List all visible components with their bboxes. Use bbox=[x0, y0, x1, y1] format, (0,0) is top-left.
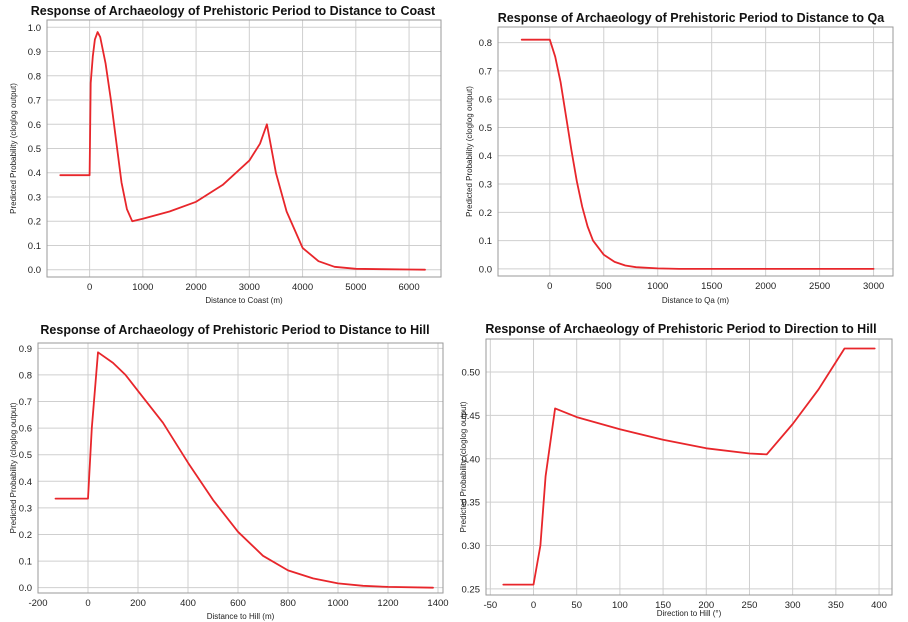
x-tick-label: 100 bbox=[612, 600, 628, 611]
plot-area-frame bbox=[485, 338, 893, 596]
x-tick-label: 400 bbox=[871, 600, 887, 611]
y-tick-label: 0.5 bbox=[19, 450, 32, 461]
y-tick-label: 0.30 bbox=[462, 541, 481, 552]
y-axis-label: Predicted Probability (cloglog output) bbox=[9, 402, 18, 533]
y-tick-label: 0.25 bbox=[462, 584, 481, 595]
x-tick-label: 400 bbox=[180, 598, 196, 609]
x-tick-label: 500 bbox=[596, 281, 612, 292]
y-tick-label: 0.0 bbox=[28, 265, 41, 276]
x-tick-label: 1200 bbox=[377, 598, 398, 609]
y-tick-label: 0.8 bbox=[479, 38, 492, 49]
x-tick-label: 1000 bbox=[327, 598, 348, 609]
y-tick-label: 0.40 bbox=[462, 454, 481, 465]
chart-title: Response of Archaeology of Prehistoric P… bbox=[498, 11, 885, 25]
y-tick-label: 0.7 bbox=[479, 66, 492, 77]
x-tick-label: 0 bbox=[87, 282, 92, 293]
x-tick-label: 0 bbox=[547, 281, 552, 292]
x-tick-label: 300 bbox=[785, 600, 801, 611]
x-tick-label: 3000 bbox=[863, 281, 884, 292]
x-tick-label: 4000 bbox=[292, 282, 313, 293]
plot-area-frame bbox=[46, 19, 442, 278]
x-axis-label: Distance to Coast (m) bbox=[205, 296, 283, 305]
y-tick-label: 0.2 bbox=[28, 217, 41, 228]
x-tick-label: 2000 bbox=[186, 282, 207, 293]
y-tick-label: 0.0 bbox=[19, 583, 32, 594]
series-line-1 bbox=[520, 38, 875, 270]
x-tick-label: 200 bbox=[130, 598, 146, 609]
chart-title: Response of Archaeology of Prehistoric P… bbox=[31, 4, 436, 18]
x-tick-label: 350 bbox=[828, 600, 844, 611]
x-axis-label: Direction to Hill (°) bbox=[657, 609, 722, 618]
x-tick-label: 2500 bbox=[809, 281, 830, 292]
x-tick-label: 250 bbox=[742, 600, 758, 611]
x-tick-label: 1500 bbox=[701, 281, 722, 292]
series-line-1 bbox=[502, 347, 876, 586]
y-tick-label: 0.4 bbox=[28, 168, 41, 179]
y-axis-label: Predicted Probability (cloglog output) bbox=[465, 86, 474, 217]
y-tick-label: 0.5 bbox=[479, 123, 492, 134]
x-tick-label: 600 bbox=[230, 598, 246, 609]
y-tick-label: 0.9 bbox=[28, 47, 41, 58]
x-tick-label: -50 bbox=[483, 600, 497, 611]
y-tick-label: 0.1 bbox=[19, 557, 32, 568]
y-tick-label: 0.3 bbox=[19, 503, 32, 514]
x-tick-label: 50 bbox=[571, 600, 582, 611]
chart-panel-3: -200 0 200 400 600 800 1000 1200 1400 0.0 0.1 0.2 0.… bbox=[9, 323, 449, 621]
y-tick-label: 0.35 bbox=[462, 498, 481, 509]
x-tick-label: 0 bbox=[85, 598, 90, 609]
y-tick-label: 0.9 bbox=[19, 344, 32, 355]
series-line-1 bbox=[59, 31, 426, 271]
y-tick-label: 0.7 bbox=[28, 96, 41, 107]
y-tick-label: 0.50 bbox=[462, 367, 481, 378]
x-tick-label: 1000 bbox=[647, 281, 668, 292]
y-tick-label: 0.6 bbox=[19, 424, 32, 435]
x-tick-label: 2000 bbox=[755, 281, 776, 292]
x-tick-label: 0 bbox=[531, 600, 536, 611]
y-tick-label: 0.8 bbox=[28, 71, 41, 82]
x-axis-label: Distance to Hill (m) bbox=[207, 612, 275, 621]
x-tick-label: -200 bbox=[28, 598, 47, 609]
y-tick-label: 0.8 bbox=[19, 370, 32, 381]
y-tick-label: 0.7 bbox=[19, 397, 32, 408]
x-tick-label: 6000 bbox=[398, 282, 419, 293]
x-tick-label: 3000 bbox=[239, 282, 260, 293]
y-tick-label: 0.5 bbox=[28, 144, 41, 155]
y-tick-label: 1.0 bbox=[28, 23, 41, 34]
plot-area-frame bbox=[37, 342, 444, 594]
y-tick-label: 0.0 bbox=[479, 264, 492, 275]
chart-title: Response of Archaeology of Prehistoric P… bbox=[485, 322, 876, 336]
y-tick-label: 0.4 bbox=[479, 151, 492, 162]
y-tick-label: 0.2 bbox=[479, 208, 492, 219]
y-tick-label: 0.4 bbox=[19, 477, 32, 488]
series-line-1 bbox=[54, 351, 434, 589]
x-tick-label: 1000 bbox=[132, 282, 153, 293]
plot-area-frame bbox=[497, 26, 894, 277]
x-tick-label: 150 bbox=[655, 600, 671, 611]
y-tick-label: 0.3 bbox=[28, 192, 41, 203]
y-tick-label: 0.1 bbox=[28, 241, 41, 252]
x-tick-label: 5000 bbox=[345, 282, 366, 293]
y-tick-label: 0.2 bbox=[19, 530, 32, 541]
y-axis-label: Predicted Probability (cloglog output) bbox=[459, 401, 468, 532]
y-tick-label: 0.6 bbox=[28, 120, 41, 131]
chart-panel-4: -50 0 50 100 150 200 250 300 350 400 0.25 0.30 0.35 0… bbox=[459, 322, 893, 618]
y-tick-label: 0.6 bbox=[479, 95, 492, 106]
chart-panel-1: 0 1000 2000 3000 4000 5000 6000 0.0 0.1 0.2 0.3 0.4… bbox=[9, 4, 442, 305]
y-tick-label: 0.1 bbox=[479, 236, 492, 247]
x-tick-label: 800 bbox=[280, 598, 296, 609]
chart-panel-2: 0 500 1000 1500 2000 2500 3000 0.0 0.1 0.2 0.3 0.4 0… bbox=[465, 11, 894, 305]
y-tick-label: 0.3 bbox=[479, 180, 492, 191]
x-tick-label: 1400 bbox=[427, 598, 448, 609]
x-axis-label: Distance to Qa (m) bbox=[662, 296, 729, 305]
chart-title: Response of Archaeology of Prehistoric P… bbox=[40, 323, 429, 337]
x-tick-label: 200 bbox=[698, 600, 714, 611]
y-axis-label: Predicted Probability (cloglog output) bbox=[9, 83, 18, 214]
y-tick-label: 0.45 bbox=[462, 411, 481, 422]
